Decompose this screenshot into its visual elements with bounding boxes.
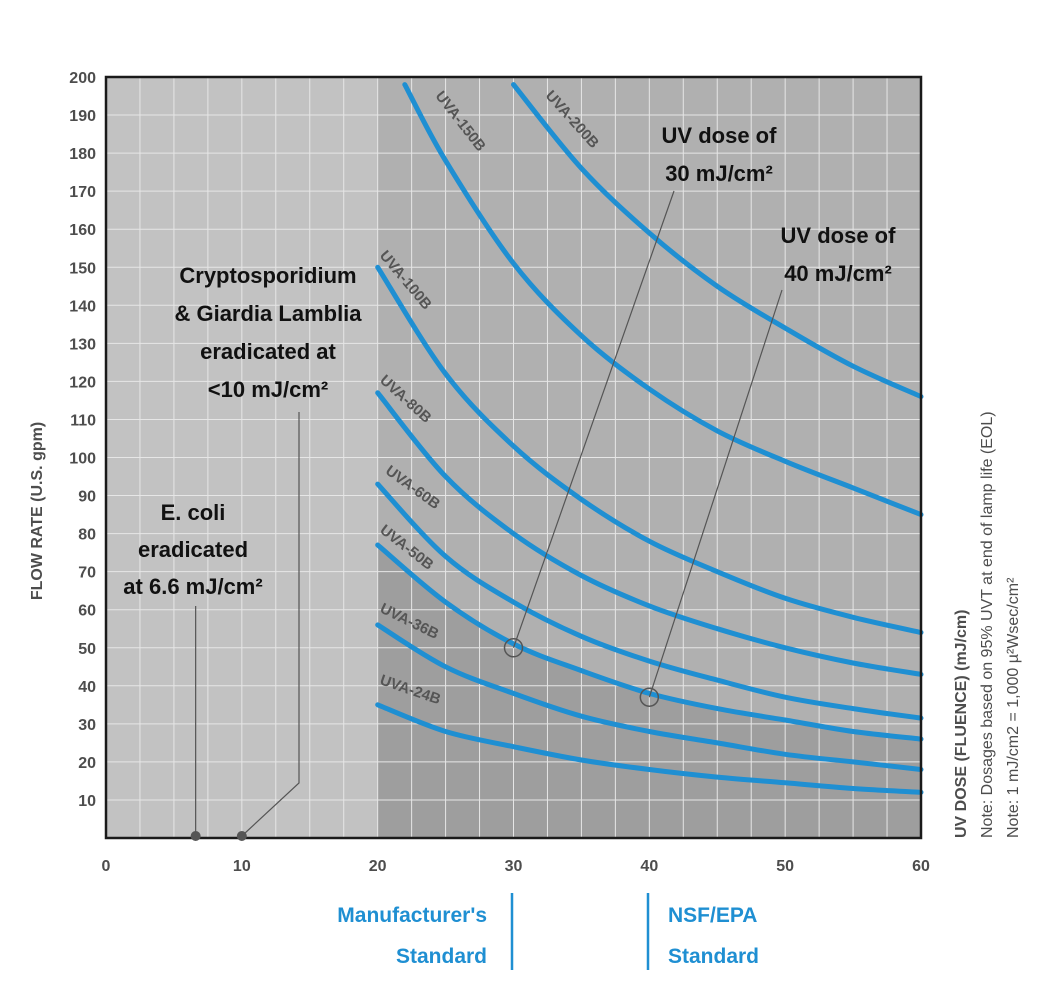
crypto-annotation-text: Cryptosporidium — [179, 263, 356, 288]
annotations: E. coli eradicated at 6.6 mJ/cm² Cryptospor… — [123, 123, 896, 841]
y-tick-label: 60 — [78, 603, 96, 620]
ecoli-annotation-text: at 6.6 mJ/cm² — [123, 574, 262, 599]
dose30-marker — [503, 638, 524, 658]
curve-uva-200b — [511, 82, 924, 400]
crypto-annotation-text: eradicated at — [200, 339, 336, 364]
y-tick-label: 70 — [78, 565, 96, 582]
crypto-annotation-text: <10 mJ/cm² — [208, 377, 328, 402]
y-tick-label: 150 — [69, 260, 96, 277]
x-tick-label: 10 — [233, 858, 251, 875]
y-tick-label: 50 — [78, 641, 96, 658]
ecoli-annotation-text: E. coli — [161, 500, 226, 525]
dose40-leader-line — [648, 289, 783, 698]
series-curves — [375, 82, 924, 795]
manufacturer-standard-label: Manufacturer's — [337, 904, 487, 927]
note-conversion: Note: 1 mJ/cm2 = 1,000 µ²Wsec/cm² — [1005, 577, 1022, 838]
dose40-annotation-text: UV dose of — [781, 223, 897, 248]
nsf-epa-standard-label: NSF/EPA — [668, 904, 757, 927]
dose40-annotation-text: 40 mJ/cm² — [784, 261, 892, 286]
y-tick-label: 160 — [69, 222, 96, 239]
y-tick-label: 190 — [69, 108, 96, 125]
x-tick-label: 40 — [640, 858, 658, 875]
x-tick-label: 60 — [912, 858, 930, 875]
plot-frame — [104, 75, 923, 840]
dose30-leader-line — [512, 190, 675, 648]
standards: Manufacturer's Standard NSF/EPA Standard — [337, 893, 759, 970]
y-tick-label: 130 — [69, 336, 96, 353]
curve-uva-80b — [375, 390, 924, 677]
ecoli-annotation-text: eradicated — [138, 537, 248, 562]
nsf-epa-standard-label: Standard — [668, 945, 759, 968]
crypto-annotation-text: & Giardia Lamblia — [174, 301, 362, 326]
y-tick-label: 10 — [78, 793, 96, 810]
x-tick-label: 20 — [369, 858, 387, 875]
y-tick-label: 120 — [69, 374, 96, 391]
y-tick-label: 40 — [78, 679, 96, 696]
dose40-marker — [639, 687, 660, 707]
curve-uva-24b — [375, 702, 924, 795]
grid-lines — [106, 77, 921, 838]
y-tick-label: 100 — [69, 451, 96, 468]
dose30-annotation-text: UV dose of — [662, 123, 778, 148]
y-tick-label: 90 — [78, 489, 96, 506]
y-tick-label: 180 — [69, 146, 96, 163]
note-uvt: Note: Dosages based on 95% UVT at end of… — [979, 411, 996, 838]
y-tick-label: 110 — [70, 412, 96, 429]
y-tick-label: 80 — [78, 527, 96, 544]
ecoli-marker — [190, 831, 201, 841]
y-tick-label: 20 — [78, 755, 96, 772]
dose30-annotation-text: 30 mJ/cm² — [665, 161, 773, 186]
y-tick-label: 140 — [69, 298, 96, 315]
tick-labels: 0 10 20 30 40 50 60 10 20 30 40 50 60 70 80 90 100 110 120… — [69, 70, 930, 875]
uv-dose-axis-title: UV DOSE (FLUENCE) (mJ/cm) — [953, 610, 970, 838]
x-tick-label: 30 — [505, 858, 523, 875]
curve-uva-150b — [402, 82, 924, 518]
curve-uva-36b — [375, 622, 924, 772]
y-axis-title: FLOW RATE (U.S. gpm) — [29, 422, 46, 600]
y-tick-label: 170 — [69, 184, 96, 201]
y-tick-label: 200 — [69, 70, 96, 87]
curve-uva-60b — [375, 481, 924, 721]
manufacturer-standard-label: Standard — [396, 945, 487, 968]
y-tick-label: 30 — [78, 717, 96, 734]
curve-uva-50b — [375, 542, 924, 742]
crypto-leader-line — [241, 412, 300, 837]
crypto-marker — [236, 831, 247, 841]
x-tick-label: 50 — [776, 858, 794, 875]
curve-uva-100b — [375, 264, 924, 635]
x-tick-label: 0 — [102, 858, 111, 875]
